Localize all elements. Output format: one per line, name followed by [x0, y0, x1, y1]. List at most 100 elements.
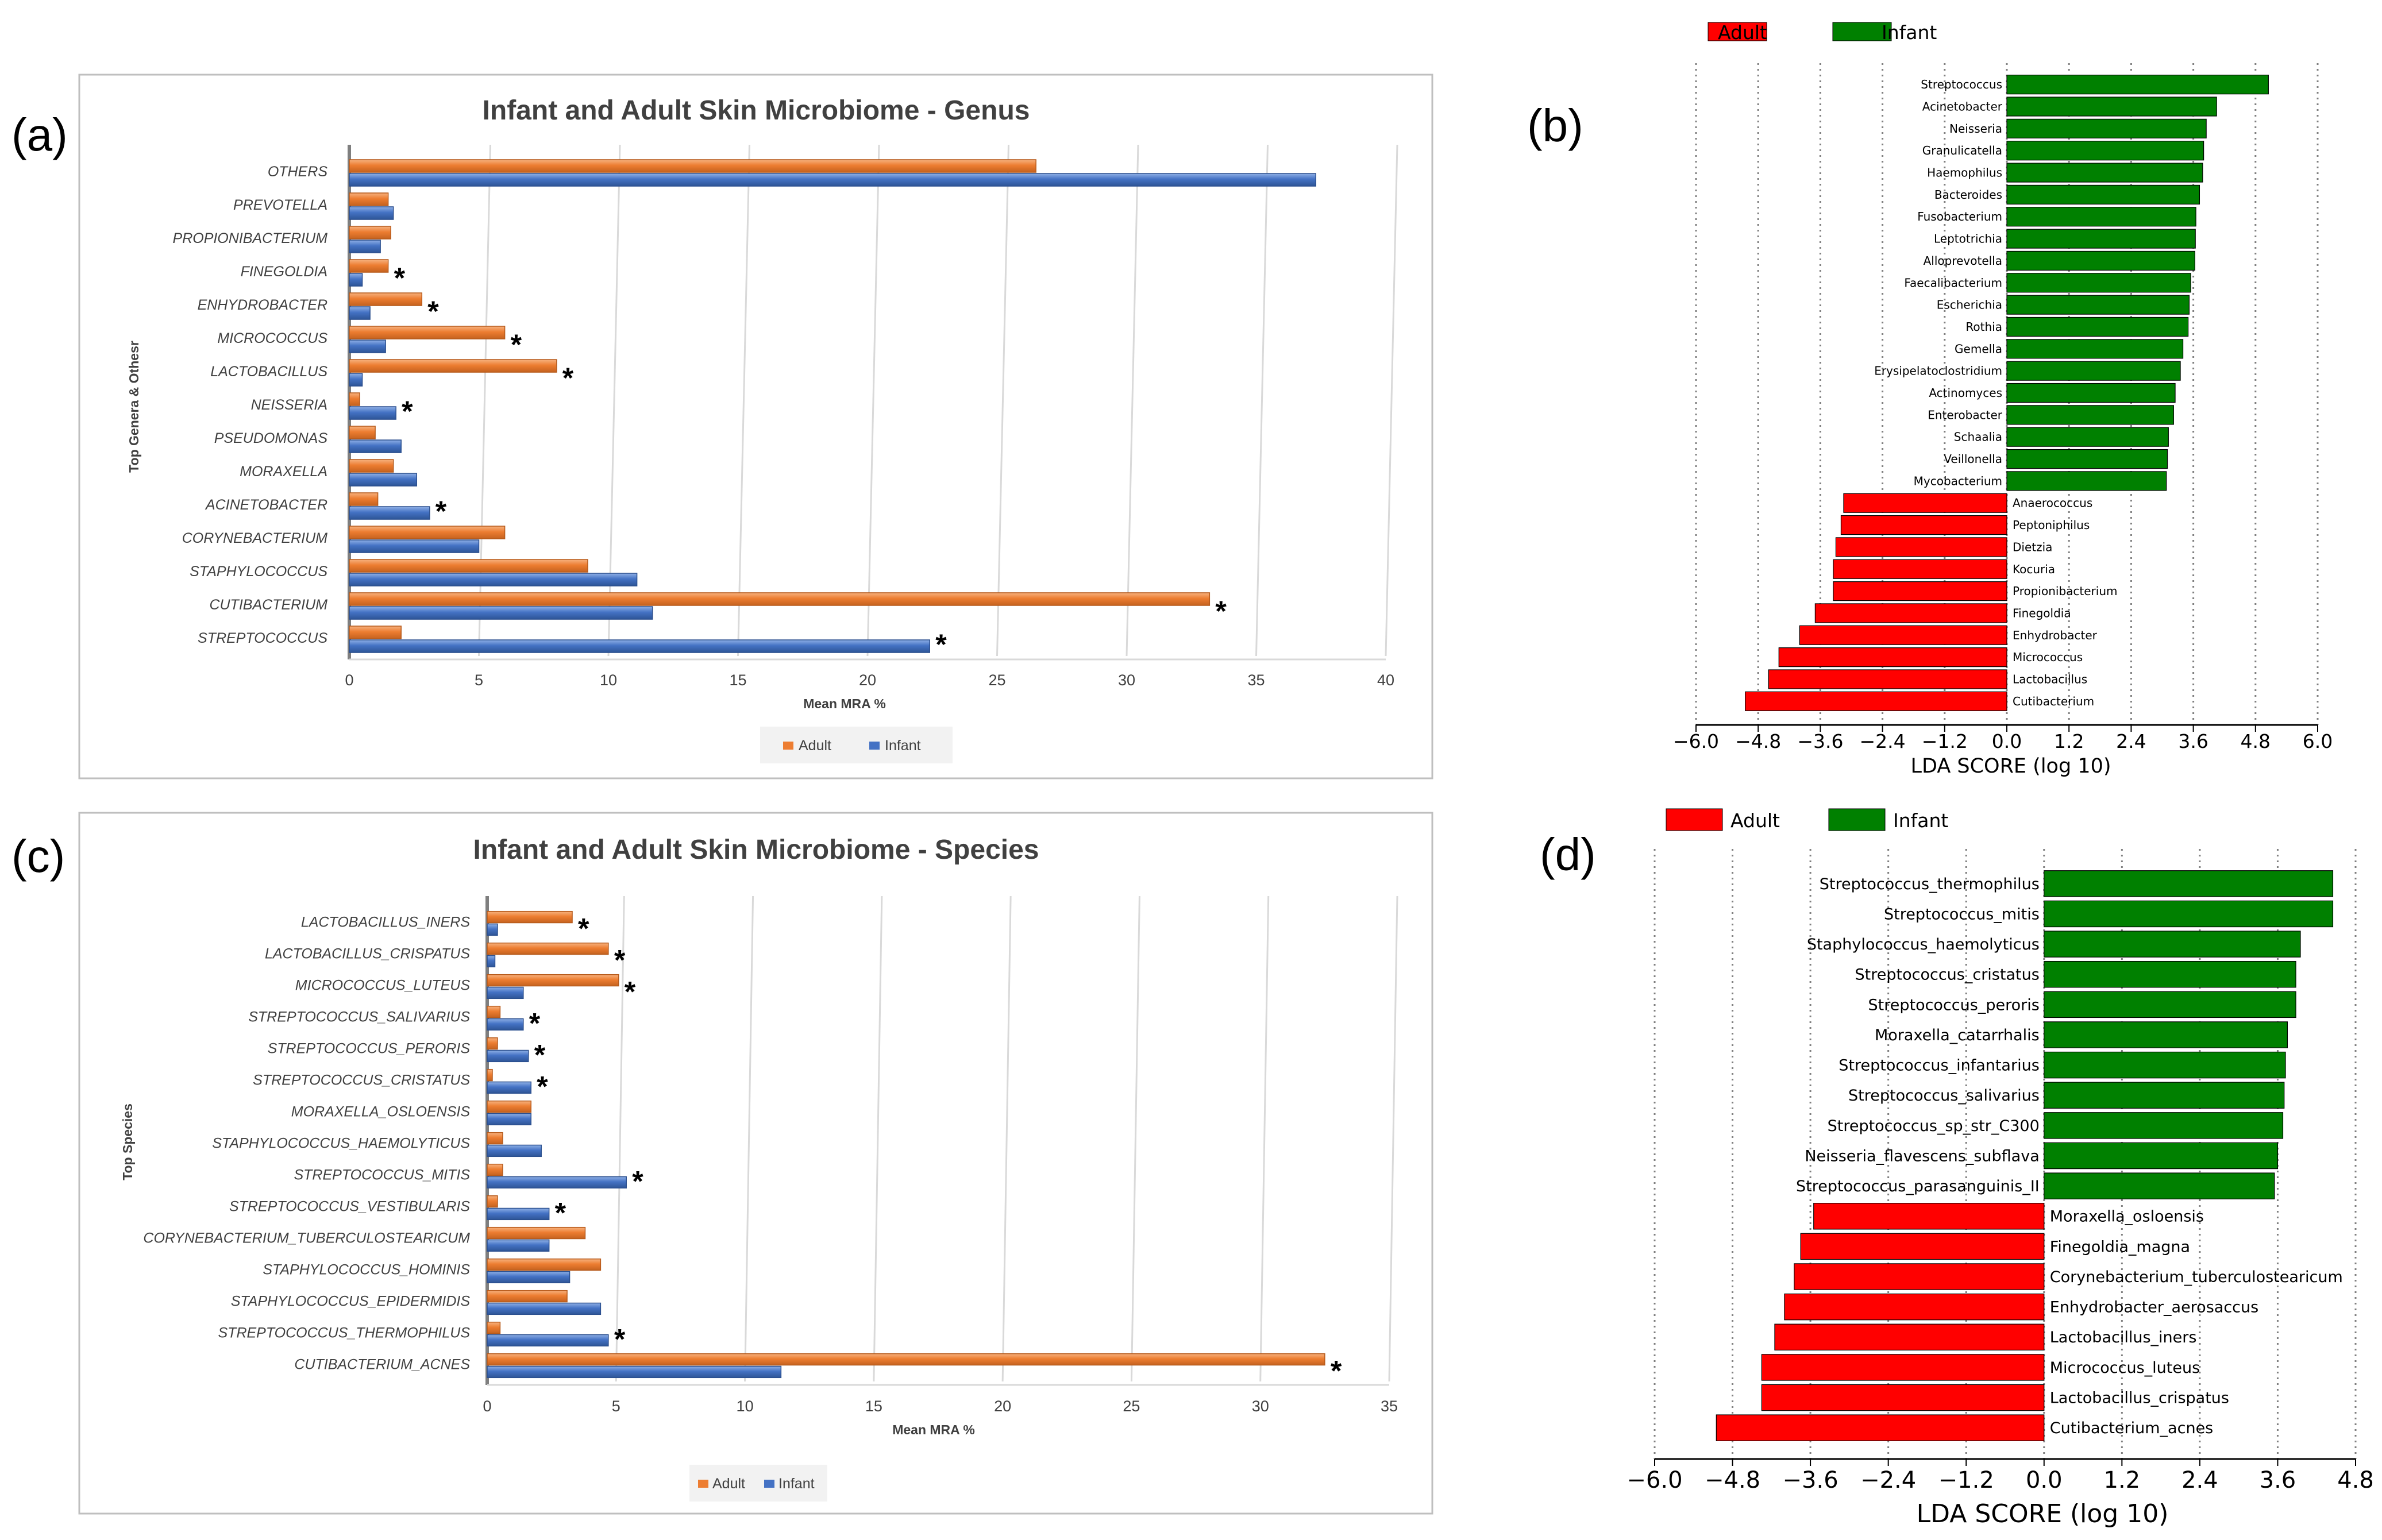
- chart-c-gridlines: [615, 896, 1398, 1382]
- bar-infant: [349, 473, 418, 487]
- genus-bar-chart: Infant and Adult Skin Microbiome - Genus…: [78, 74, 1433, 779]
- chart-c-tick-labels: 0 5 10 15 20 25 30 35: [483, 1398, 1398, 1415]
- gridline: [1388, 896, 1398, 1382]
- gridline: [866, 144, 880, 657]
- bar-adult: [1774, 1323, 2045, 1351]
- category-label: Veillonella: [1944, 452, 2002, 466]
- gridline: [1001, 896, 1012, 1382]
- category-label: Leptotrichia: [1934, 232, 2002, 246]
- category-label: Granulicatella: [1922, 144, 2002, 157]
- x-tick-label: 0: [483, 1398, 491, 1415]
- category-label: STREPTOCOCCUS_CRISTATUS: [253, 1072, 470, 1089]
- category-label: Actinomyces: [1929, 386, 2002, 400]
- bar-infant: [2006, 339, 2184, 359]
- category-label: CUTIBACTERIUM: [209, 597, 327, 613]
- bar-infant: [487, 1144, 542, 1157]
- x-tick-label: 20: [994, 1398, 1011, 1415]
- x-tick-label: 35: [1247, 671, 1265, 689]
- bar-infant: [2006, 118, 2207, 138]
- bar-infant: [349, 406, 396, 420]
- category-label: Gemella: [1955, 342, 2002, 356]
- bar-infant: [487, 1176, 627, 1189]
- bar-infant: [2006, 383, 2176, 403]
- category-label: Finegoldia: [2013, 606, 2071, 620]
- legend-c-adult-label: Adult: [712, 1476, 745, 1492]
- category-label: Rothia: [1965, 320, 2002, 334]
- chart-c-significance-markers: **********: [529, 913, 1342, 1387]
- x-tick-label: 10: [737, 1398, 754, 1415]
- bar-infant: [487, 1207, 550, 1221]
- chart-b-x-axis-label: LDA SCORE (log 10): [1911, 755, 2111, 778]
- bar-infant: [487, 955, 496, 968]
- chart-d-axis: [1654, 1458, 2356, 1466]
- x-tick-label: 30: [1252, 1398, 1269, 1415]
- bar-adult: [1843, 493, 2007, 513]
- category-label: STAPHYLOCOCCUS: [190, 563, 327, 580]
- significance-marker: *: [632, 1165, 643, 1198]
- bar-adult: [349, 326, 506, 339]
- category-label: Micrococcus_luteus: [2050, 1359, 2200, 1377]
- x-tick-label: 0.0: [2026, 1467, 2063, 1493]
- significance-marker: *: [578, 913, 589, 945]
- x-tick-label: −4.8: [1705, 1467, 1760, 1493]
- significance-marker: *: [427, 295, 439, 327]
- category-label: Erysipelatoclostridium: [1874, 364, 2002, 378]
- category-label: Streptococcus_peroris: [1868, 996, 2040, 1014]
- bar-adult: [349, 626, 402, 639]
- category-label: STAPHYLOCOCCUS_HAEMOLYTICUS: [212, 1136, 470, 1152]
- chart-b-bars: [1745, 75, 2269, 711]
- chart-a-tick-labels: 0 5 10 15 20 25 30 35 40: [345, 671, 1394, 689]
- bar-infant: [349, 206, 394, 220]
- significance-marker: *: [1215, 595, 1227, 627]
- bar-adult: [349, 426, 376, 439]
- bar-infant: [487, 1239, 550, 1252]
- bar-adult: [349, 526, 506, 539]
- legend-c-infant-swatch: [764, 1480, 774, 1488]
- category-label: STREPTOCOCCUS_SALIVARIUS: [248, 1009, 470, 1025]
- category-label: FINEGOLDIA: [241, 264, 327, 280]
- bar-infant: [2006, 361, 2181, 381]
- x-tick-label: 6.0: [2303, 730, 2333, 752]
- category-label: Dietzia: [2013, 540, 2052, 554]
- bar-infant: [2044, 960, 2296, 988]
- x-tick-label: −3.6: [1797, 730, 1843, 752]
- bar-infant: [2044, 870, 2334, 897]
- x-tick-label: 25: [1123, 1398, 1140, 1415]
- bar-infant: [349, 273, 363, 287]
- significance-marker: *: [537, 1071, 548, 1103]
- category-label: CORYNEBACTERIUM: [182, 530, 327, 546]
- category-label: PROPIONIBACTERIUM: [173, 230, 328, 246]
- x-tick-label: 35: [1381, 1398, 1398, 1415]
- significance-marker: *: [529, 1008, 541, 1040]
- chart-d-tick-labels: −6.0 −4.8 −3.6 −2.4 −1.2 0.0 1.2 2.4 3.6 4.8: [1626, 1467, 2373, 1493]
- category-label: Kocuria: [2013, 562, 2055, 576]
- category-label: Lactobacillus: [2013, 672, 2087, 686]
- bar-adult: [349, 359, 557, 373]
- bar-adult: [349, 192, 389, 206]
- category-label: Fusobacterium: [1917, 210, 2002, 223]
- legend-a-infant-swatch: [869, 742, 880, 750]
- category-label: Bacteroides: [1934, 188, 2002, 202]
- x-tick-label: 15: [729, 671, 746, 689]
- legend-c-infant-label: Infant: [778, 1476, 815, 1492]
- x-tick-label: 15: [865, 1398, 882, 1415]
- bar-adult: [1813, 1203, 2045, 1230]
- bar-infant: [2006, 250, 2195, 271]
- chart-a-category-labels: OTHERS PREVOTELLA PROPIONIBACTERIUM FINEGOL…: [173, 164, 328, 646]
- chart-c-bars: [487, 910, 1325, 1379]
- x-tick-label: 10: [600, 671, 617, 689]
- bar-infant: [2006, 449, 2168, 469]
- bar-adult: [487, 974, 619, 987]
- chart-c-title: Infant and Adult Skin Microbiome - Speci…: [473, 835, 1039, 865]
- chart-d-legend: Adult Infant: [1666, 808, 1948, 832]
- bar-adult: [487, 1258, 602, 1271]
- x-tick-label: 0: [345, 671, 353, 689]
- bar-adult: [487, 1226, 586, 1240]
- bar-adult: [349, 492, 379, 506]
- bar-adult: [349, 259, 389, 273]
- x-tick-label: −6.0: [1626, 1467, 1682, 1493]
- category-label: MICROCOCCUS: [217, 330, 327, 346]
- chart-d-x-axis-label: LDA SCORE (log 10): [1917, 1499, 2169, 1529]
- bar-infant: [349, 240, 381, 253]
- bar-infant: [349, 173, 1316, 187]
